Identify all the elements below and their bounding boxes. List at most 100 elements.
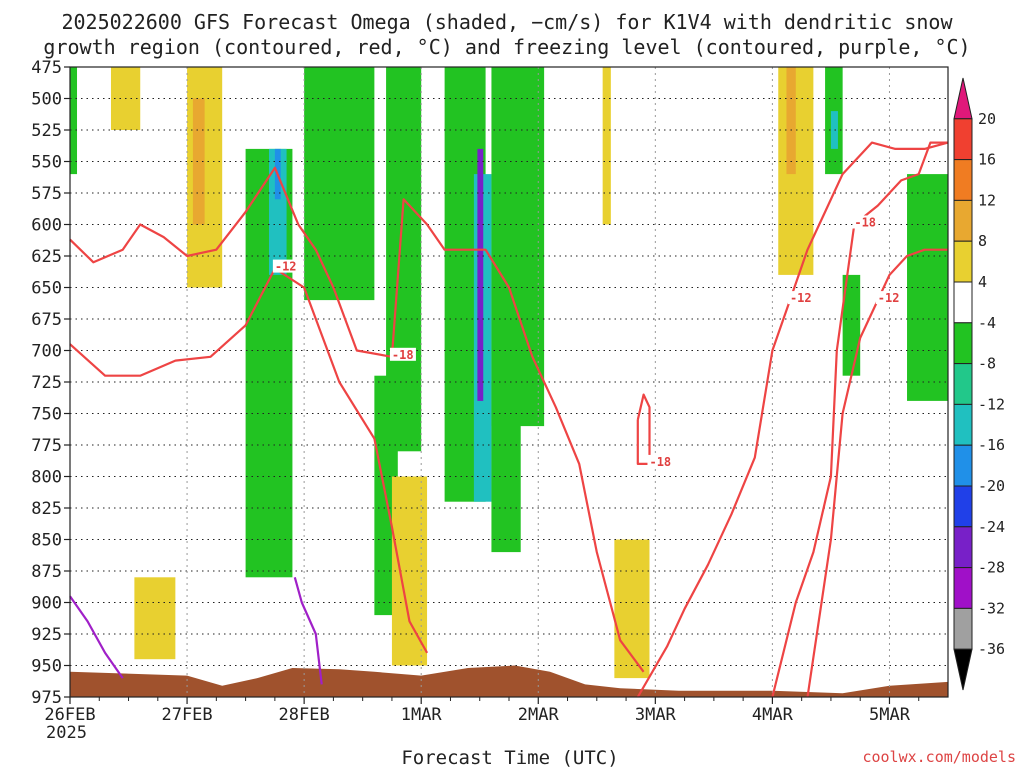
omega-region-12 [477, 148, 484, 401]
y-axis: 475 500 525 550 575 600 625 650 675 700 725 750 775 8… [31, 58, 70, 708]
x-tick-label-3: 1MAR [401, 705, 443, 725]
contour-label-bg-2 [272, 259, 299, 273]
y-tick-label-900: 900 [31, 594, 62, 614]
chart-title-line2: growth region (contoured, red, °C) and f… [43, 35, 970, 59]
x-tick-label-0: 26FEB [44, 705, 95, 725]
y-tick-label-475: 475 [31, 58, 62, 78]
x-tick-label-5: 3MAR [635, 705, 677, 725]
colorbar-band-2 [953, 159, 973, 201]
plot-area: -18 -18 -12 -12 -12 -18 [69, 66, 949, 698]
colorbar-label-2: 12 [978, 191, 996, 209]
colorbar-band-3 [953, 199, 973, 242]
x-axis: 26FEB 27FEB 28FEB 1MAR 2MAR 3MAR 4MAR 5MAR [44, 697, 920, 725]
colorbar-label-10: -24 [978, 518, 1005, 536]
colorbar-label-1: 16 [978, 151, 996, 169]
omega-region-3 [192, 98, 205, 225]
x-tick-label-7: 5MAR [869, 705, 911, 725]
omega-region-7 [304, 67, 375, 301]
colorbar-label-9: -20 [978, 477, 1005, 495]
colorbar-label-4: 4 [978, 273, 987, 291]
omega-region-18 [602, 67, 611, 225]
omega-region-16 [391, 476, 428, 666]
colorbar-band-10 [953, 485, 973, 528]
omega-region-20 [786, 67, 796, 175]
colorbar-band-9 [953, 444, 973, 487]
colorbar-label-8: -16 [978, 436, 1005, 454]
colorbar: 20 16 12 8 4 -4 -8 -12 -16 -20 -24 -28 -32 -36 [953, 77, 1005, 691]
y-tick-label-550: 550 [31, 153, 62, 173]
colorbar-label-6: -8 [978, 355, 996, 373]
colorbar-label-12: -32 [978, 599, 1005, 617]
contour-label-bg-3 [787, 291, 814, 305]
colorbar-label-13: -36 [978, 640, 1005, 658]
y-tick-label-925: 925 [31, 625, 62, 645]
y-tick-label-750: 750 [31, 405, 62, 425]
omega-region-22 [830, 111, 838, 149]
credit-text: coolwx.com/models [862, 748, 1016, 766]
x-tick-label-6: 4MAR [752, 705, 794, 725]
omega-region-9 [386, 67, 422, 452]
contour-label-bg-5 [647, 454, 674, 468]
omega-region-24 [842, 274, 861, 376]
colorbar-label-0: 20 [978, 110, 996, 128]
y-tick-label-700: 700 [31, 342, 62, 362]
colorbar-band-4 [953, 240, 973, 283]
contour-label-3: -12 [790, 291, 812, 305]
colorbar-label-5: -4 [978, 314, 996, 332]
contour-label-4: -12 [878, 291, 900, 305]
y-tick-label-650: 650 [31, 279, 62, 299]
contour-label-0: -18 [392, 348, 414, 362]
omega-region-13 [491, 67, 545, 427]
y-tick-label-600: 600 [31, 216, 62, 236]
x-tick-label-1: 27FEB [161, 705, 212, 725]
colorbar-label-11: -28 [978, 559, 1005, 577]
contour-label-5: -18 [649, 455, 671, 469]
x-tick-label-2: 28FEB [279, 705, 330, 725]
y-tick-label-975: 975 [31, 688, 62, 708]
colorbar-band-5 [953, 281, 973, 324]
colorbar-arrow-bottom [953, 648, 973, 691]
contour-label-bg-0 [389, 347, 416, 361]
colorbar-band-13 [953, 607, 973, 650]
y-tick-label-575: 575 [31, 184, 62, 204]
y-tick-label-725: 725 [31, 373, 62, 393]
y-tick-label-500: 500 [31, 90, 62, 110]
colorbar-band-12 [953, 567, 973, 609]
omega-region-14 [491, 382, 521, 553]
omega-region-0 [70, 67, 78, 175]
colorbar-band-6 [953, 322, 973, 365]
colorbar-band-8 [953, 403, 973, 446]
colorbar-label-3: 8 [978, 232, 987, 250]
contour-line-5 [636, 393, 651, 465]
contour-label-bg-1 [852, 215, 879, 229]
y-tick-label-950: 950 [31, 657, 62, 677]
y-tick-label-775: 775 [31, 436, 62, 456]
colorbar-band-1 [953, 118, 973, 161]
y-tick-label-825: 825 [31, 499, 62, 519]
y-tick-label-675: 675 [31, 310, 62, 330]
y-tick-label-625: 625 [31, 247, 62, 267]
contour-label-bg-4 [875, 291, 902, 305]
y-tick-label-525: 525 [31, 121, 62, 141]
omega-shading [70, 67, 948, 679]
omega-region-5 [269, 148, 287, 275]
contour-label-1: -18 [854, 216, 876, 230]
colorbar-label-7: -12 [978, 395, 1005, 413]
contour-line-0 [69, 166, 645, 673]
contour-line-7 [293, 577, 323, 685]
colorbar-band-7 [953, 363, 973, 405]
y-tick-label-850: 850 [31, 531, 62, 551]
contours: -18 -18 -12 -12 -12 -18 [69, 141, 949, 698]
x-tick-label-4: 2MAR [518, 705, 560, 725]
x-axis-year-label: 2025 [46, 723, 87, 743]
y-tick-label-800: 800 [31, 468, 62, 488]
chart-title-line1: 2025022600 GFS Forecast Omega (shaded, −… [61, 10, 953, 34]
contour-label-2: -12 [275, 260, 297, 274]
omega-region-23 [907, 174, 948, 401]
y-tick-label-875: 875 [31, 562, 62, 582]
x-axis-label: Forecast Time (UTC) [401, 747, 618, 768]
colorbar-band-11 [953, 526, 973, 569]
omega-region-15 [134, 577, 176, 660]
contour-line-6 [69, 595, 124, 679]
